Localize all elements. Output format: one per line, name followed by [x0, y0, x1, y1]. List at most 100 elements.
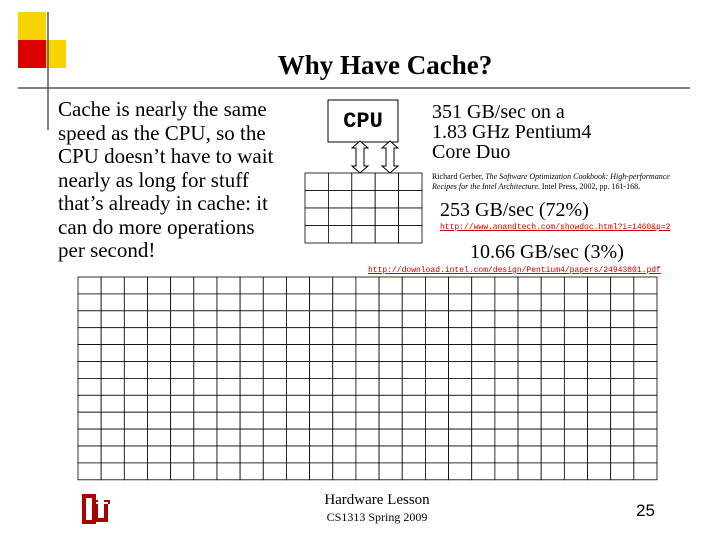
cell	[123, 462, 148, 481]
cell	[378, 394, 403, 413]
cell	[304, 225, 329, 244]
cell	[286, 462, 311, 481]
cell	[147, 377, 172, 396]
cell	[193, 445, 218, 464]
cell	[77, 327, 102, 346]
cell	[170, 310, 195, 329]
cell	[309, 445, 334, 464]
cite-book: The Software Optimization Cookbook: High…	[432, 172, 670, 191]
rate-line: 351 GB/sec on a	[432, 101, 565, 123]
cell	[193, 411, 218, 430]
cell	[355, 361, 380, 379]
cell	[170, 327, 195, 346]
cell	[563, 310, 588, 329]
cell	[517, 310, 542, 329]
cell	[100, 327, 125, 346]
body-line: Cache is nearly the same	[58, 97, 267, 121]
cell	[633, 445, 658, 464]
cell	[633, 310, 658, 329]
cell	[262, 377, 287, 396]
cell	[351, 190, 376, 209]
cell	[610, 411, 635, 430]
cell	[378, 276, 403, 295]
cell	[424, 293, 449, 312]
cell	[587, 361, 612, 379]
cell	[100, 293, 125, 312]
body-line: speed as the CPU, so the	[58, 120, 266, 145]
cache-url: http://www.anandtech.com/showdoc.html?i=…	[440, 223, 671, 232]
cell	[610, 428, 635, 447]
cell	[147, 394, 172, 413]
cell	[355, 377, 380, 396]
cell	[587, 344, 612, 362]
cell	[309, 377, 334, 396]
cell	[286, 411, 311, 430]
cell	[327, 172, 353, 191]
cell	[401, 445, 426, 464]
cell	[100, 462, 125, 481]
cpu-box	[327, 99, 399, 143]
cell	[448, 428, 473, 447]
cell	[471, 327, 496, 346]
cell	[77, 428, 102, 447]
cell	[262, 361, 287, 379]
cell	[424, 377, 449, 396]
cell	[262, 310, 287, 329]
cell	[332, 361, 357, 379]
memory-grid	[77, 276, 658, 481]
cell	[424, 327, 449, 346]
cell	[448, 344, 473, 362]
cell	[327, 207, 353, 226]
cell	[355, 445, 380, 464]
cell	[193, 276, 218, 295]
body-line: nearly as long for stuff	[58, 167, 249, 192]
cell	[517, 462, 542, 481]
cell	[540, 377, 565, 396]
cell	[262, 327, 287, 346]
page-number: 25	[636, 501, 655, 520]
cell	[332, 428, 357, 447]
cell	[448, 276, 473, 295]
cell	[123, 361, 148, 379]
cell	[147, 411, 172, 430]
cell	[378, 293, 403, 312]
cell	[77, 377, 102, 396]
cell	[286, 361, 311, 379]
cell	[123, 293, 148, 312]
cell	[77, 394, 102, 413]
cell	[448, 462, 473, 481]
cell	[355, 276, 380, 295]
cell	[633, 293, 658, 312]
cell	[123, 327, 148, 346]
cell	[448, 293, 473, 312]
cell	[424, 428, 449, 447]
cell	[355, 293, 380, 312]
cell	[123, 428, 148, 447]
cell	[398, 172, 423, 191]
cell	[517, 293, 542, 312]
cell	[304, 172, 329, 191]
cell	[77, 361, 102, 379]
cell	[262, 276, 287, 295]
cell	[123, 276, 148, 295]
cell	[239, 344, 264, 362]
cell	[304, 207, 329, 226]
cell	[378, 462, 403, 481]
cell	[239, 377, 264, 396]
cell	[100, 361, 125, 379]
cell	[471, 428, 496, 447]
cell	[517, 411, 542, 430]
cell	[374, 190, 400, 209]
cell	[355, 428, 380, 447]
cell	[610, 377, 635, 396]
slide-title: Why Have Cache?	[277, 50, 493, 80]
cell	[147, 428, 172, 447]
cell	[355, 310, 380, 329]
cell	[239, 462, 264, 481]
cell	[327, 225, 353, 244]
cell	[563, 377, 588, 396]
cell	[216, 428, 241, 447]
cell	[540, 276, 565, 295]
cell	[239, 310, 264, 329]
cell	[401, 411, 426, 430]
